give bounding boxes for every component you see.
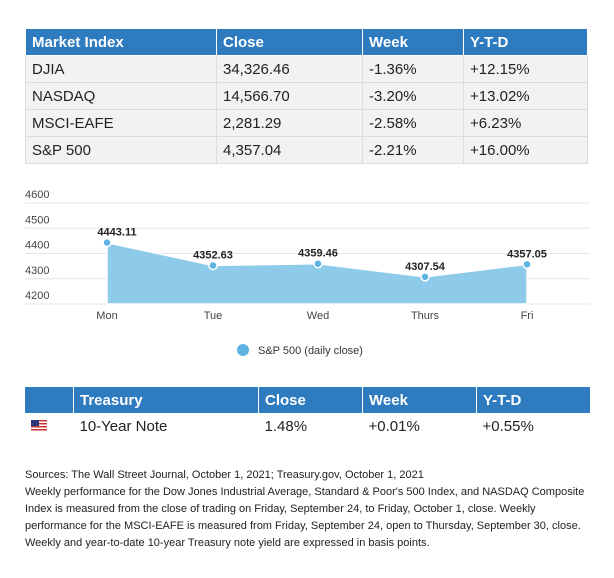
- cell: -1.36%: [362, 55, 464, 83]
- data-label: 4352.63: [193, 249, 233, 261]
- footnotes: Sources: The Wall Street Journal, Octobe…: [25, 467, 595, 552]
- table-row: S&P 500 4,357.04 -2.21% +16.00%: [25, 136, 588, 164]
- data-label: 4307.54: [405, 261, 446, 273]
- x-tick-label: Thurs: [411, 310, 440, 322]
- data-label: 4357.05: [507, 248, 547, 260]
- cell: 34,326.46: [216, 55, 363, 83]
- cell: 10-Year Note: [73, 413, 259, 439]
- y-tick-label: 4500: [25, 214, 49, 226]
- us-flag-icon: [31, 419, 47, 431]
- data-point: [420, 272, 430, 282]
- col-header: Week: [362, 387, 477, 413]
- cell: +12.15%: [463, 55, 588, 83]
- table-row: MSCI-EAFE 2,281.29 -2.58% +6.23%: [25, 109, 588, 137]
- cell: -3.20%: [362, 82, 464, 110]
- data-label: 4359.46: [298, 248, 338, 260]
- data-label: 4443.11: [97, 227, 136, 239]
- data-point: [208, 260, 218, 271]
- x-tick-label: Mon: [96, 310, 117, 322]
- cell: MSCI-EAFE: [25, 109, 217, 137]
- y-tick-label: 4600: [25, 189, 49, 201]
- col-header-blank: [25, 387, 74, 413]
- y-tick-label: 4300: [25, 265, 49, 277]
- col-header: Close: [258, 387, 363, 413]
- area-series: [106, 241, 528, 305]
- table-row: DJIA 34,326.46 -1.36% +12.15%: [25, 55, 588, 83]
- col-header: Y-T-D: [476, 387, 590, 413]
- methodology-note: Weekly performance for the Dow Jones Ind…: [25, 486, 585, 549]
- cell: -2.21%: [362, 136, 464, 164]
- col-header: Treasury: [73, 387, 259, 413]
- data-point: [102, 237, 112, 248]
- sp500-area-chart: 4200 4300 4400 4500 4600 4443.11 Mon 4352.63 Tue…: [25, 189, 590, 357]
- x-tick-label: Tue: [204, 310, 223, 322]
- table-row: 10-Year Note 1.48% +0.01% +0.55%: [25, 413, 590, 439]
- cell: DJIA: [25, 55, 217, 83]
- y-tick-label: 4400: [25, 240, 49, 252]
- col-header: Week: [362, 28, 464, 56]
- table-row: NASDAQ 14,566.70 -3.20% +13.02%: [25, 82, 588, 110]
- market-index-table: Market Index Close Week Y-T-D DJIA 34,326…: [25, 28, 588, 164]
- col-header: Close: [216, 28, 363, 56]
- data-point: [522, 259, 532, 270]
- x-tick-label: Fri: [521, 310, 534, 322]
- data-point: [313, 258, 323, 269]
- cell: +13.02%: [463, 82, 588, 110]
- col-header: Y-T-D: [463, 28, 588, 56]
- cell: 14,566.70: [216, 82, 363, 110]
- sources-note: Sources: The Wall Street Journal, Octobe…: [25, 469, 424, 481]
- x-tick-label: Wed: [307, 310, 329, 322]
- cell: 1.48%: [258, 413, 363, 439]
- treasury-table: Treasury Close Week Y-T-D 10-Year Note 1…: [25, 387, 590, 439]
- cell: NASDAQ: [25, 82, 217, 110]
- legend-marker: [237, 344, 249, 356]
- cell: +6.23%: [463, 109, 588, 137]
- table-header: Treasury Close Week Y-T-D: [25, 387, 590, 413]
- y-tick-label: 4200: [25, 290, 49, 302]
- cell: S&P 500: [25, 136, 217, 164]
- cell: -2.58%: [362, 109, 464, 137]
- cell: +0.55%: [476, 413, 590, 439]
- col-header: Market Index: [25, 28, 217, 56]
- legend-label: S&P 500 (daily close): [258, 345, 363, 357]
- cell: 2,281.29: [216, 109, 363, 137]
- cell: +0.01%: [362, 413, 477, 439]
- cell: +16.00%: [463, 136, 588, 164]
- table-header: Market Index Close Week Y-T-D: [25, 28, 588, 56]
- cell: 4,357.04: [216, 136, 363, 164]
